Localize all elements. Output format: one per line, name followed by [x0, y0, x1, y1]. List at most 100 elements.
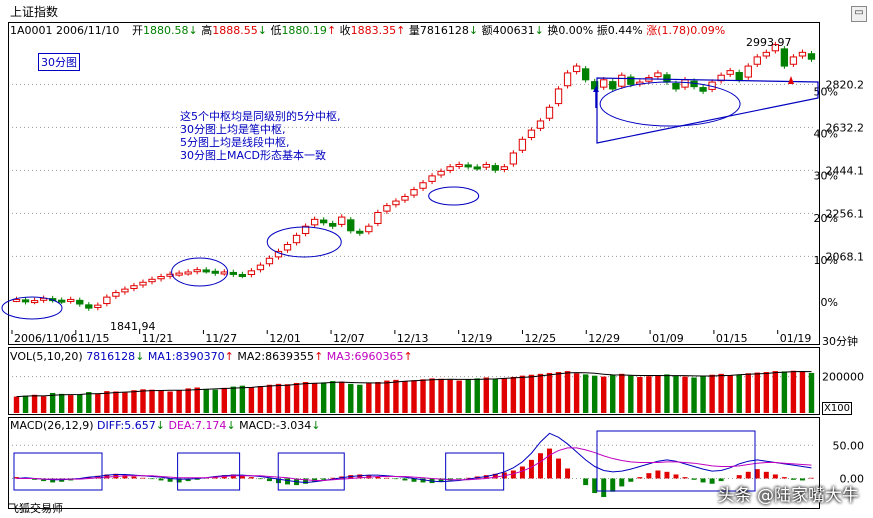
candle-body — [572, 65, 581, 73]
quote-stat-label: 低 — [270, 24, 282, 37]
quote-stat-label: 额 — [481, 24, 493, 37]
arrow-down-icon: ↓ — [257, 24, 267, 37]
candle-body — [789, 56, 798, 65]
candle-body — [401, 195, 409, 201]
quote-stat-label: 涨 — [646, 24, 658, 37]
candle-body — [545, 106, 554, 119]
candle-body — [374, 211, 382, 224]
candle-body — [211, 270, 219, 274]
y-tick-label: 2820.2 — [826, 78, 865, 91]
x-tick-label: 12/01 — [269, 332, 301, 345]
quote-stat-value: 400631 — [492, 24, 535, 37]
volume-ma3: MA3:6960365 — [326, 350, 404, 363]
candle-body — [256, 264, 265, 271]
macd-zone-box — [13, 452, 103, 491]
candle-body — [527, 129, 536, 138]
candle-body — [744, 65, 752, 78]
candle-body — [654, 72, 662, 78]
x-tick-label: 11/27 — [205, 332, 237, 345]
candle-body — [292, 234, 301, 244]
arrow-down-icon: ↓ — [155, 419, 165, 432]
arrow-down-icon: ↓ — [534, 24, 544, 37]
candle-body — [265, 257, 274, 265]
candle-body — [76, 299, 84, 305]
x-tick-label: 12/25 — [524, 332, 556, 345]
period-tag: 30分图 — [38, 53, 80, 71]
volume-ma2: MA2:8639355 — [237, 350, 315, 363]
arrow-up-icon: ↑ — [314, 350, 324, 363]
arrow-down-icon: ↓ — [226, 419, 236, 432]
candle-body — [428, 175, 436, 182]
candle-body — [338, 216, 346, 225]
candle-body — [726, 70, 734, 75]
candle-body — [410, 189, 418, 196]
pct-tick-label: 10% — [814, 254, 838, 267]
candle-body — [609, 81, 617, 90]
candle-body — [798, 51, 807, 57]
candle-body — [238, 273, 247, 277]
candle-body — [220, 271, 228, 275]
high-price-label: 2993.97 — [746, 36, 792, 49]
x-tick-label: 12/29 — [588, 332, 620, 345]
arrow-up-icon: ↑ — [403, 350, 413, 363]
zone-ellipse — [266, 226, 342, 258]
candle-body — [464, 164, 472, 168]
candle-body — [356, 230, 364, 234]
candle-body — [482, 163, 490, 168]
candle-body — [121, 288, 129, 293]
minimize-icon[interactable]: ▭ — [851, 6, 867, 22]
macd-zone-box — [596, 430, 756, 492]
candle-body — [771, 44, 780, 52]
quote-stat-value: 7816128 — [419, 24, 469, 37]
quote-stat-label: 量 — [408, 24, 420, 37]
quote-stats-bar: 开1880.58↓ 高1888.55↓ 低1880.19↑ 收1883.35↑ … — [132, 24, 725, 37]
candle-body — [600, 79, 608, 88]
macd-header: MACD(26,12,9) DIFF:5.657↓ DEA:7.174↓ MAC… — [10, 419, 321, 432]
candle-body — [473, 166, 481, 170]
candle-body — [762, 51, 770, 57]
candle-body — [563, 72, 572, 87]
annotation-line: 这5个中枢均是同级别的5分中枢, — [180, 110, 341, 123]
candle-body — [130, 285, 138, 289]
x-tick-label: 12/07 — [333, 332, 365, 345]
x-tick-label: 12/19 — [461, 332, 493, 345]
zone-ellipse — [599, 81, 741, 127]
volume-ma-line — [16, 370, 812, 398]
candle-body — [455, 163, 463, 167]
arrow-up-icon: ↑ — [326, 24, 337, 37]
candle-body — [139, 281, 147, 286]
arrow-up-icon — [593, 86, 599, 92]
candle-body — [491, 165, 499, 171]
volume-title: VOL(5,10,20) — [10, 350, 83, 363]
arrow-up-icon: ↑ — [224, 350, 234, 363]
arrow-up-icon: ↑ — [396, 24, 406, 37]
candle-body — [202, 269, 210, 273]
macd-zone-box — [277, 452, 345, 491]
quote-stat-value: 1880.19 — [281, 24, 327, 37]
y-tick-label: 0.00 — [840, 472, 865, 485]
y-tick-label: 200000 — [822, 371, 864, 384]
pct-tick-label: 0% — [821, 296, 838, 309]
period-label[interactable]: 30分钟 — [822, 335, 858, 348]
macd-dea: DEA:7.174 — [168, 419, 227, 432]
candle-body — [554, 88, 563, 105]
x-tick-label: 01/19 — [780, 332, 812, 345]
candle-body — [627, 76, 635, 85]
candle-body — [329, 222, 337, 227]
candle-body — [58, 299, 66, 303]
annotation-line: 30分图上MACD形态基本一致 — [180, 149, 326, 162]
candle-body — [807, 53, 816, 60]
pct-tick-label: 40% — [814, 128, 838, 141]
candle-body — [184, 271, 192, 275]
candle-body — [85, 304, 93, 309]
candle-body — [67, 298, 75, 302]
candle-body — [509, 152, 518, 165]
candle-body — [419, 182, 427, 189]
candle-body — [365, 225, 373, 233]
candle-body — [148, 278, 156, 283]
arrow-up-icon — [788, 76, 794, 84]
x-tick-label: 01/09 — [652, 332, 684, 345]
candle-body — [229, 271, 237, 275]
